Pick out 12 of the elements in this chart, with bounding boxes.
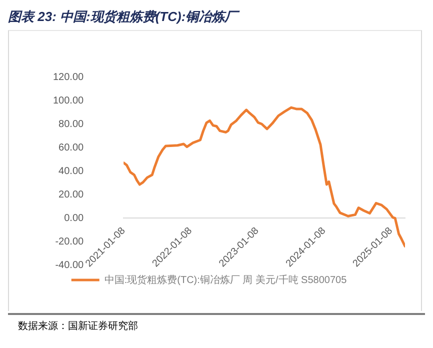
y-tick-label: 120.00 xyxy=(52,72,84,83)
y-tick-label: 0.00 xyxy=(64,212,84,224)
y-tick-label: 100.00 xyxy=(52,95,84,106)
y-tick-label: -40.00 xyxy=(55,260,84,271)
y-tick-label: 20.00 xyxy=(58,189,84,200)
source-note: 数据来源：国新证券研究部 xyxy=(18,320,139,333)
chart-title: 图表 23: 中国:现货粗炼费(TC):铜冶炼厂 xyxy=(8,8,241,26)
y-tick-label: 40.00 xyxy=(58,166,84,177)
y-tick-label: 60.00 xyxy=(58,142,84,154)
y-tick-label: 80.00 xyxy=(58,118,84,130)
legend-label: 中国:现货粗炼费(TC):铜冶炼厂 周 美元/千吨 S5800705 xyxy=(104,274,348,286)
y-tick-label: -20.00 xyxy=(55,236,84,248)
